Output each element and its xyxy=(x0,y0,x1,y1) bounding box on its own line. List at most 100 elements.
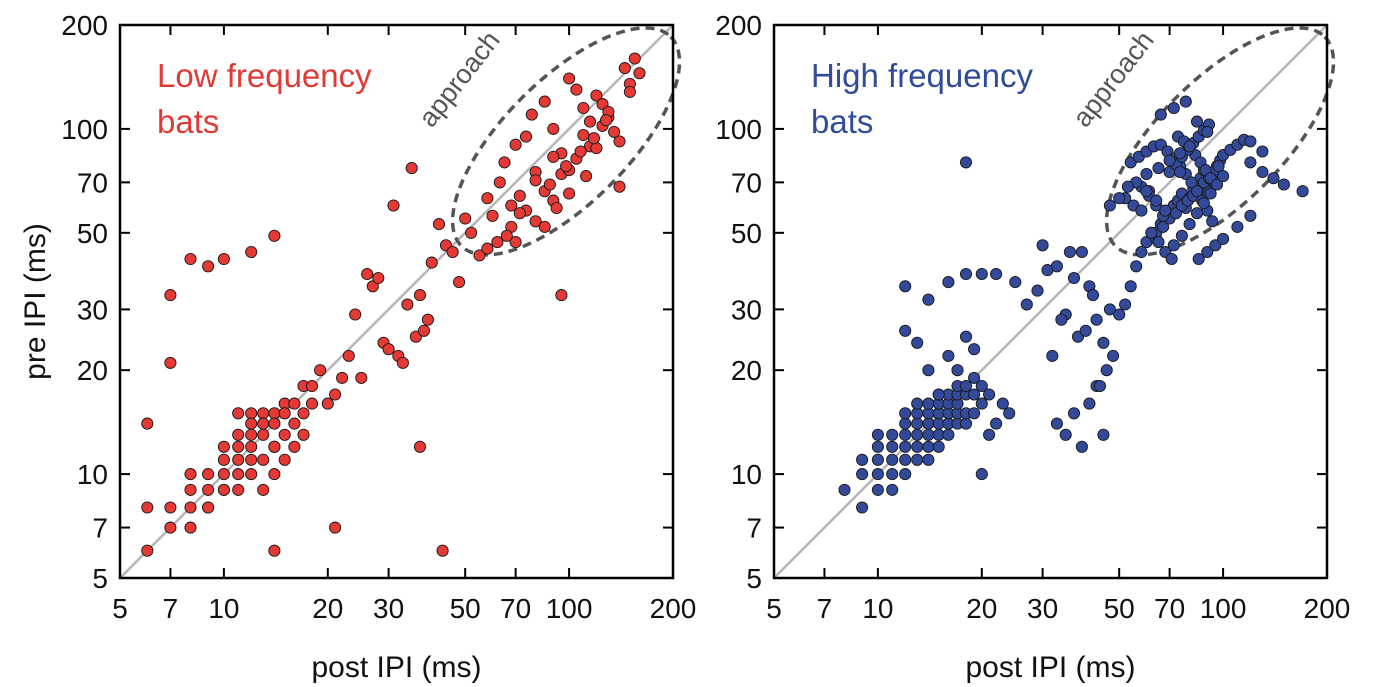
data-point xyxy=(871,453,884,466)
data-point xyxy=(245,245,258,259)
data-point xyxy=(968,371,981,384)
data-point xyxy=(871,468,884,481)
x-tick-label: 5 xyxy=(766,593,782,624)
data-point xyxy=(922,453,935,466)
data-point xyxy=(245,440,258,453)
data-point xyxy=(355,371,368,384)
data-point xyxy=(1154,108,1167,121)
data-point xyxy=(164,521,177,534)
data-point xyxy=(990,417,1003,430)
data-point xyxy=(1055,313,1068,326)
data-point xyxy=(577,128,590,142)
data-point xyxy=(1244,135,1257,148)
data-point xyxy=(942,428,955,441)
data-point xyxy=(942,349,955,362)
y-tick-label: 70 xyxy=(731,167,762,198)
data-point xyxy=(245,407,258,420)
y-tick-label: 7 xyxy=(746,513,762,544)
data-point xyxy=(1204,187,1217,200)
data-point xyxy=(1165,252,1178,266)
data-point xyxy=(983,428,996,441)
data-point xyxy=(547,150,560,163)
data-point xyxy=(453,276,466,289)
x-tick-label: 50 xyxy=(1104,593,1135,624)
data-point xyxy=(305,379,319,393)
y-tick-label: 5 xyxy=(746,563,762,594)
plot-frame xyxy=(118,23,675,580)
data-point xyxy=(1113,192,1126,205)
data-point xyxy=(550,201,563,215)
data-point xyxy=(1256,145,1269,158)
data-point xyxy=(1079,324,1092,337)
data-point xyxy=(922,293,935,306)
data-point xyxy=(577,101,590,115)
data-point xyxy=(413,289,427,302)
data-point xyxy=(1206,215,1219,228)
data-point xyxy=(959,156,973,169)
data-point xyxy=(405,162,418,175)
data-point xyxy=(1097,336,1110,349)
data-points xyxy=(838,95,1309,514)
data-point xyxy=(911,336,924,349)
data-point xyxy=(1121,180,1134,193)
data-point xyxy=(336,371,349,384)
data-point xyxy=(232,407,245,420)
data-point xyxy=(1020,298,1033,311)
data-point xyxy=(583,115,597,128)
data-point xyxy=(297,428,310,441)
data-point xyxy=(529,215,542,228)
data-point xyxy=(268,417,281,430)
data-point xyxy=(1244,156,1257,169)
data-point xyxy=(1159,204,1172,217)
data-point xyxy=(613,180,626,193)
data-point xyxy=(245,468,258,481)
data-point xyxy=(951,364,964,377)
y-tick-label: 50 xyxy=(77,218,108,249)
data-point xyxy=(329,521,342,534)
data-point xyxy=(1009,276,1022,289)
data-point xyxy=(1140,167,1153,181)
data-point xyxy=(1135,245,1148,259)
data-point xyxy=(1197,196,1210,210)
y-tick-label: 5 xyxy=(92,563,108,594)
data-point xyxy=(513,189,526,202)
data-point xyxy=(633,67,646,80)
data-point xyxy=(184,468,197,481)
data-point xyxy=(1183,218,1196,231)
data-point xyxy=(932,388,945,401)
data-point xyxy=(1201,245,1214,259)
data-point xyxy=(217,453,230,466)
data-point xyxy=(570,83,583,96)
data-point xyxy=(911,453,924,466)
data-point xyxy=(232,468,245,481)
data-point xyxy=(959,330,973,343)
data-point xyxy=(421,313,434,326)
data-point xyxy=(413,440,427,453)
data-point xyxy=(257,453,270,466)
data-point xyxy=(257,407,270,420)
data-point xyxy=(202,483,215,496)
x-tick-label: 10 xyxy=(862,593,893,624)
data-point xyxy=(278,407,291,420)
data-point xyxy=(1152,236,1165,249)
data-point xyxy=(1067,271,1081,285)
data-point xyxy=(1075,440,1088,453)
data-point xyxy=(886,428,899,441)
data-point xyxy=(538,220,551,233)
data-point xyxy=(1107,349,1120,362)
data-point xyxy=(580,170,593,183)
panel-high-frequency: approach 5 7 10 20 30 50 70 100 200 5 7 10 20 30 50 70 10… xyxy=(715,10,1350,684)
data-point xyxy=(184,483,197,496)
data-point xyxy=(1036,239,1049,252)
data-point xyxy=(975,468,988,481)
x-tick-label: 30 xyxy=(1027,593,1058,624)
data-point xyxy=(1296,185,1309,198)
data-point xyxy=(911,417,924,430)
data-point xyxy=(899,428,912,441)
data-point xyxy=(481,192,494,205)
y-tick-label: 7 xyxy=(92,513,108,544)
x-tick-label: 100 xyxy=(546,593,593,624)
data-point xyxy=(1086,289,1100,302)
data-point xyxy=(1201,125,1214,138)
